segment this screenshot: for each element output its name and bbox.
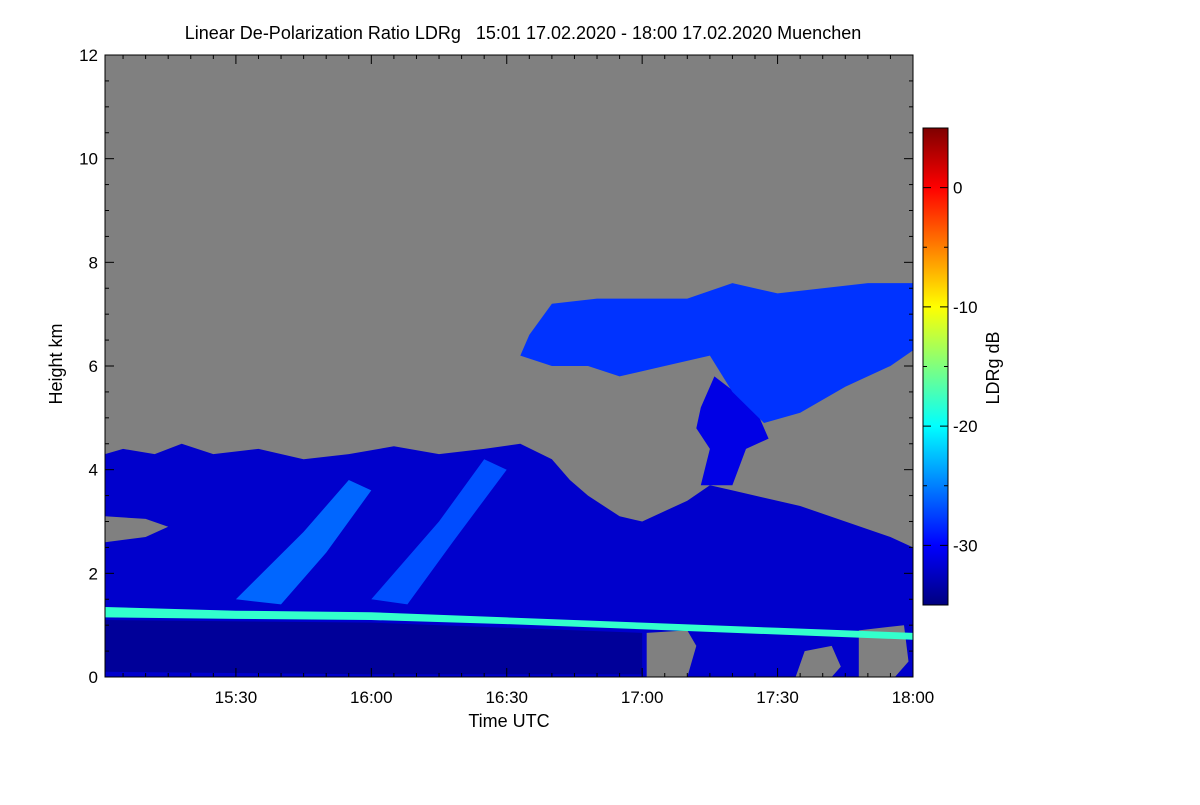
ldr-heatmap: [105, 283, 913, 677]
gap-mid: [105, 516, 169, 543]
x-tick-label: 15:30: [215, 688, 258, 707]
x-tick-label: 18:00: [892, 688, 935, 707]
x-axis: 15:30 16:00 16:30 17:00 17:30 18:00: [122, 55, 935, 707]
y-tick-label: 4: [89, 461, 98, 480]
colorbar-axis: 0 -10 -20 -30: [923, 127, 978, 606]
bright-streak-1: [235, 480, 372, 605]
colorbar-tick-label: 0: [953, 179, 962, 198]
colorbar-label: LDRg dB: [983, 331, 1003, 404]
y-tick-label: 8: [89, 253, 98, 272]
y-tick-label: 0: [89, 668, 98, 687]
colorbar-tick-label: -30: [953, 536, 978, 555]
colorbar-tick-label: -10: [953, 298, 978, 317]
gap-low-2: [795, 645, 841, 677]
x-tick-label: 16:30: [485, 688, 528, 707]
y-axis: 0 2 4 6 8 10 12: [79, 46, 913, 687]
x-tick-label: 17:30: [756, 688, 799, 707]
y-tick-label: 2: [89, 564, 98, 583]
y-tick-label: 6: [89, 357, 98, 376]
cloud-column: [696, 376, 769, 486]
colorbar-tick-label: -20: [953, 417, 978, 436]
gap-low-1: [646, 630, 697, 677]
y-tick-label: 10: [79, 150, 98, 169]
chart-title: Linear De-Polarization Ratio LDRg 15:01 …: [185, 23, 861, 43]
x-tick-label: 16:00: [350, 688, 393, 707]
y-tick-label: 12: [79, 46, 98, 65]
x-tick-label: 17:00: [621, 688, 664, 707]
x-axis-label: Time UTC: [468, 711, 549, 731]
dark-lower: [105, 620, 643, 675]
bright-streak-2: [371, 459, 507, 605]
cirrus-region: [520, 283, 913, 423]
y-axis-label: Height km: [46, 323, 66, 404]
bright-band: [105, 607, 913, 640]
